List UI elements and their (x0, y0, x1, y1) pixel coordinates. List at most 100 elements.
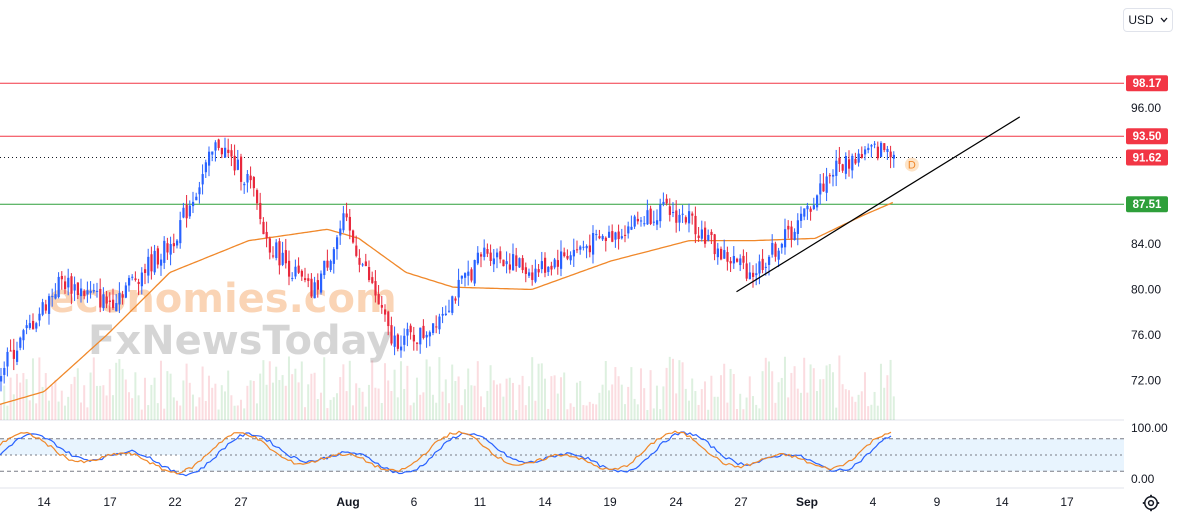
volume-bar (79, 402, 82, 420)
volume-bar (591, 403, 594, 420)
candle-body (95, 290, 99, 292)
candle-body (851, 155, 854, 171)
time-axis[interactable]: 14 17 22 27 Aug 6 11 14 19 24 27 Sep 4 9 14 17 (37, 495, 1074, 509)
trendline-line[interactable] (736, 116, 1021, 293)
volume-bar (367, 384, 370, 420)
volume-bar (524, 405, 527, 420)
volume-bar (204, 400, 207, 420)
volume-bar (127, 392, 130, 420)
candle-body (41, 302, 44, 315)
candle-body (339, 228, 342, 236)
candle-body (463, 273, 467, 278)
last-price-badge-label: 91.62 (1133, 153, 1162, 165)
candle-body (537, 269, 540, 273)
candle-body (511, 254, 515, 271)
volume-bar (179, 405, 182, 420)
candle-body (623, 234, 627, 236)
time-tick-label: 19 (603, 495, 617, 509)
volume-bar (355, 383, 358, 420)
candle-body (643, 223, 646, 225)
volume-bar (169, 373, 172, 420)
volume-bar (182, 380, 185, 420)
volume-bar (441, 391, 444, 420)
volume-bar (134, 372, 137, 420)
candle-body (131, 276, 134, 278)
candle-body (137, 281, 140, 285)
candle-body (92, 290, 95, 292)
candle-body (854, 159, 857, 164)
volume-bar (345, 391, 348, 420)
volume-bar (153, 377, 156, 420)
volume-bar (729, 368, 732, 420)
candle-body (636, 218, 639, 222)
volume-bar (476, 361, 479, 420)
watermark-fxnewstoday-text: FxNewsToday (88, 318, 392, 364)
candle-body (268, 238, 271, 253)
volume-bar (15, 373, 18, 420)
candle-body (121, 294, 124, 298)
volume-bar (508, 377, 511, 420)
candle-body (553, 259, 556, 268)
candle-body (316, 280, 319, 290)
candle-body (799, 213, 803, 221)
volume-bar (0, 403, 2, 420)
volume-bar (883, 387, 886, 420)
volume-bar (604, 361, 607, 420)
candle-body (294, 266, 297, 277)
candle-body (188, 205, 191, 217)
candle-body (863, 149, 867, 155)
candle-body (326, 260, 329, 268)
volume-bar (678, 360, 681, 420)
candle-body (447, 310, 451, 312)
volume-bar (377, 388, 380, 420)
candle-body (19, 337, 22, 348)
volume-bar (575, 382, 578, 420)
volume-bar (86, 407, 89, 420)
trendline[interactable]: D (736, 116, 1021, 293)
volume-bar (246, 385, 249, 420)
candle-body (134, 278, 137, 280)
candle-body (796, 220, 799, 234)
price-axis[interactable]: 96.00 84.00 80.00 76.00 72.00 98.17 93.50 91.62… (1126, 75, 1168, 486)
volume-bar (159, 360, 162, 420)
volume-bar (131, 398, 134, 420)
volume-bar (380, 403, 383, 420)
volume-bar (374, 387, 377, 420)
gear-icon[interactable] (1141, 493, 1161, 513)
time-tick-label: 27 (234, 495, 248, 509)
candle-body (105, 296, 108, 304)
volume-bar (412, 402, 415, 420)
volume-bar (505, 378, 508, 420)
candle-body (470, 269, 473, 281)
volume-bar (54, 379, 57, 420)
candle-body (515, 255, 518, 267)
candle-body (591, 233, 595, 255)
volume-bar (89, 372, 92, 420)
candle-body (108, 300, 111, 302)
candle-body (377, 294, 380, 305)
candle-body (383, 309, 387, 315)
volume-bar (751, 396, 754, 420)
resistance-1-badge-label: 93.50 (1133, 131, 1162, 143)
candle-body (236, 159, 239, 170)
candle-body (28, 323, 31, 328)
volume-bar (617, 376, 620, 420)
volume-bar (435, 402, 438, 420)
time-tick-label: 6 (411, 495, 418, 509)
volume-bar (518, 384, 521, 420)
volume-bar (531, 357, 534, 420)
volume-bar (540, 363, 543, 420)
candle-body (828, 175, 831, 177)
volume-bar (652, 408, 655, 420)
candle-body (492, 258, 495, 265)
candle-body (31, 320, 35, 330)
volume-bar (764, 357, 767, 420)
volume-bar (95, 385, 98, 420)
candle-body (25, 325, 28, 329)
candle-body (502, 259, 505, 267)
volume-bar (236, 405, 239, 420)
candle-body (550, 265, 553, 270)
candle-body (662, 201, 665, 205)
currency-selector[interactable]: USD (1123, 8, 1173, 32)
